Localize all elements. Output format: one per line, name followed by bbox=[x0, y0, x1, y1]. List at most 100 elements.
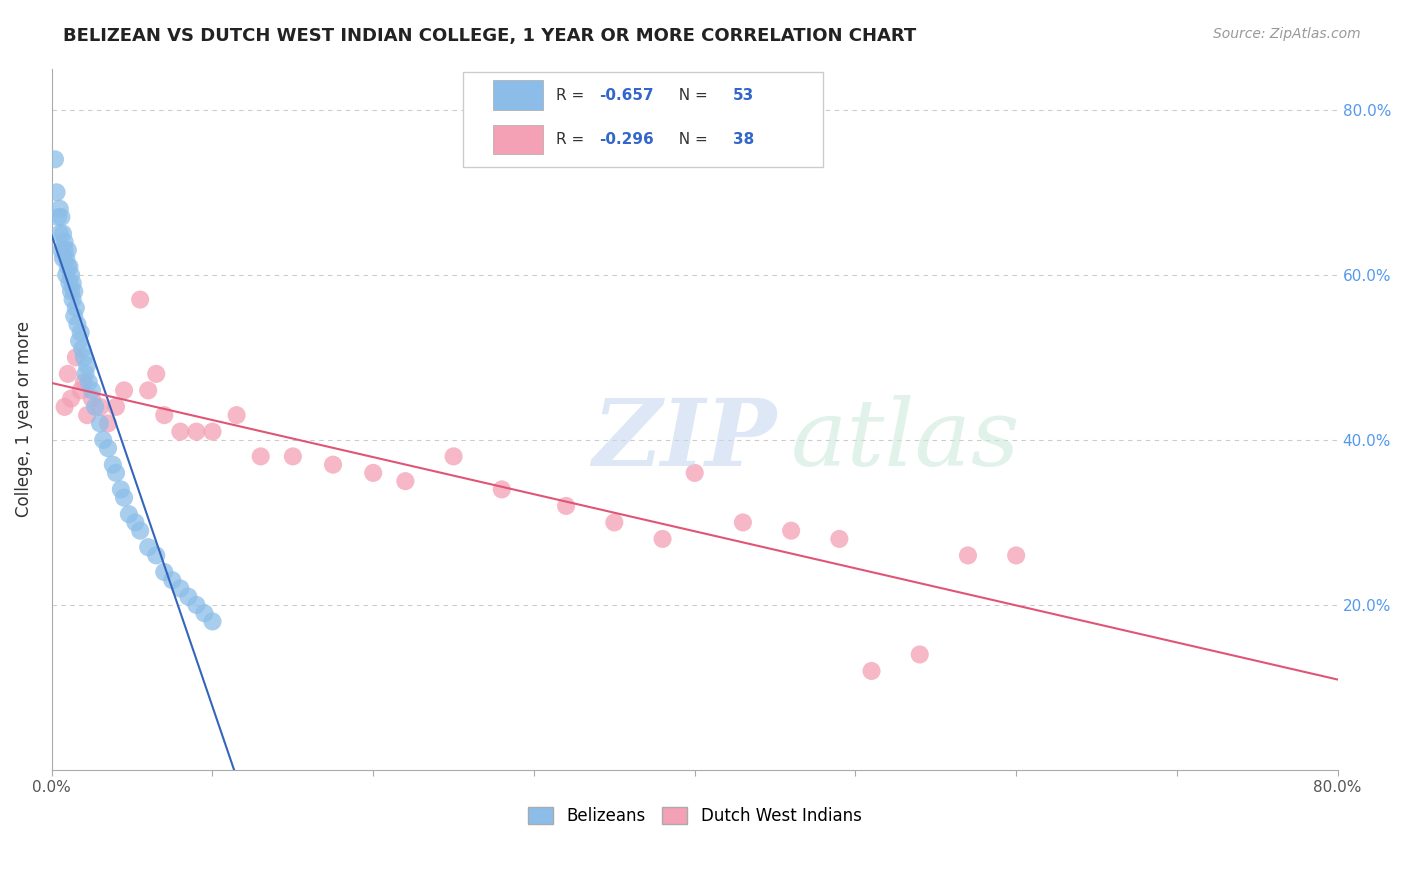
Point bbox=[186, 598, 208, 612]
Point bbox=[169, 425, 191, 439]
Text: -0.296: -0.296 bbox=[599, 132, 654, 147]
Point bbox=[105, 400, 128, 414]
Point bbox=[491, 483, 513, 497]
Point bbox=[53, 235, 76, 249]
Point bbox=[956, 549, 979, 563]
Point bbox=[97, 417, 120, 431]
Text: 38: 38 bbox=[734, 132, 755, 147]
Text: BELIZEAN VS DUTCH WEST INDIAN COLLEGE, 1 YEAR OR MORE CORRELATION CHART: BELIZEAN VS DUTCH WEST INDIAN COLLEGE, 1… bbox=[63, 27, 917, 45]
Point bbox=[67, 334, 90, 348]
Point bbox=[443, 450, 465, 464]
Point bbox=[97, 441, 120, 455]
Point bbox=[76, 408, 98, 422]
Point bbox=[153, 408, 176, 422]
Text: Source: ZipAtlas.com: Source: ZipAtlas.com bbox=[1213, 27, 1361, 41]
Point bbox=[186, 425, 208, 439]
Point bbox=[63, 309, 86, 323]
Point bbox=[55, 252, 77, 266]
Text: N =: N = bbox=[669, 132, 713, 147]
Point bbox=[89, 417, 111, 431]
Point bbox=[69, 384, 91, 398]
Point bbox=[77, 375, 100, 389]
Point bbox=[249, 450, 271, 464]
Point bbox=[62, 276, 84, 290]
Point bbox=[69, 326, 91, 340]
Point bbox=[169, 582, 191, 596]
Point bbox=[56, 367, 79, 381]
Text: atlas: atlas bbox=[792, 395, 1021, 485]
Point bbox=[73, 375, 96, 389]
Text: N =: N = bbox=[669, 87, 713, 103]
Point bbox=[177, 590, 200, 604]
Point bbox=[555, 499, 578, 513]
Point bbox=[136, 540, 159, 554]
Point bbox=[58, 260, 80, 274]
Point bbox=[281, 450, 304, 464]
Point bbox=[44, 153, 66, 167]
Point bbox=[683, 466, 706, 480]
Point bbox=[145, 549, 167, 563]
Point bbox=[72, 342, 94, 356]
Text: R =: R = bbox=[555, 87, 589, 103]
Point bbox=[76, 359, 98, 373]
Point bbox=[55, 268, 77, 282]
Point bbox=[60, 268, 83, 282]
Point bbox=[80, 384, 103, 398]
Point bbox=[45, 186, 67, 200]
Text: ZIP: ZIP bbox=[592, 395, 776, 485]
Point bbox=[193, 606, 215, 620]
Point bbox=[112, 384, 135, 398]
Point bbox=[66, 318, 89, 332]
Legend: Belizeans, Dutch West Indians: Belizeans, Dutch West Indians bbox=[529, 806, 862, 825]
Point bbox=[73, 351, 96, 365]
Point bbox=[60, 392, 83, 406]
Point bbox=[322, 458, 344, 472]
Point bbox=[162, 573, 184, 587]
Point bbox=[153, 565, 176, 579]
Point bbox=[49, 227, 72, 241]
Point bbox=[136, 384, 159, 398]
Point bbox=[49, 202, 72, 216]
Point bbox=[603, 516, 626, 530]
Point bbox=[394, 474, 416, 488]
Point bbox=[780, 524, 803, 538]
Point bbox=[361, 466, 384, 480]
Point bbox=[65, 351, 87, 365]
Point bbox=[75, 367, 97, 381]
Point bbox=[51, 210, 73, 224]
Point bbox=[101, 458, 124, 472]
Point bbox=[112, 491, 135, 505]
Y-axis label: College, 1 year or more: College, 1 year or more bbox=[15, 321, 32, 517]
Point bbox=[828, 532, 851, 546]
FancyBboxPatch shape bbox=[494, 80, 543, 110]
Point bbox=[84, 400, 107, 414]
Point bbox=[56, 243, 79, 257]
Point bbox=[201, 615, 224, 629]
Point bbox=[60, 285, 83, 299]
Point bbox=[63, 285, 86, 299]
Point bbox=[124, 516, 146, 530]
Text: 53: 53 bbox=[734, 87, 755, 103]
Point bbox=[225, 408, 247, 422]
Point bbox=[201, 425, 224, 439]
Point bbox=[129, 524, 152, 538]
Point bbox=[860, 664, 883, 678]
Point bbox=[58, 276, 80, 290]
Point bbox=[908, 648, 931, 662]
Point bbox=[145, 367, 167, 381]
Point bbox=[65, 301, 87, 315]
Point bbox=[118, 507, 141, 521]
Point bbox=[46, 210, 69, 224]
Point bbox=[53, 400, 76, 414]
Point bbox=[62, 293, 84, 307]
Point bbox=[129, 293, 152, 307]
Point bbox=[110, 483, 132, 497]
Point bbox=[89, 400, 111, 414]
Point bbox=[51, 243, 73, 257]
FancyBboxPatch shape bbox=[463, 72, 824, 167]
Point bbox=[80, 392, 103, 406]
Point bbox=[651, 532, 673, 546]
Point bbox=[56, 260, 79, 274]
Text: -0.657: -0.657 bbox=[599, 87, 654, 103]
Point bbox=[1005, 549, 1028, 563]
